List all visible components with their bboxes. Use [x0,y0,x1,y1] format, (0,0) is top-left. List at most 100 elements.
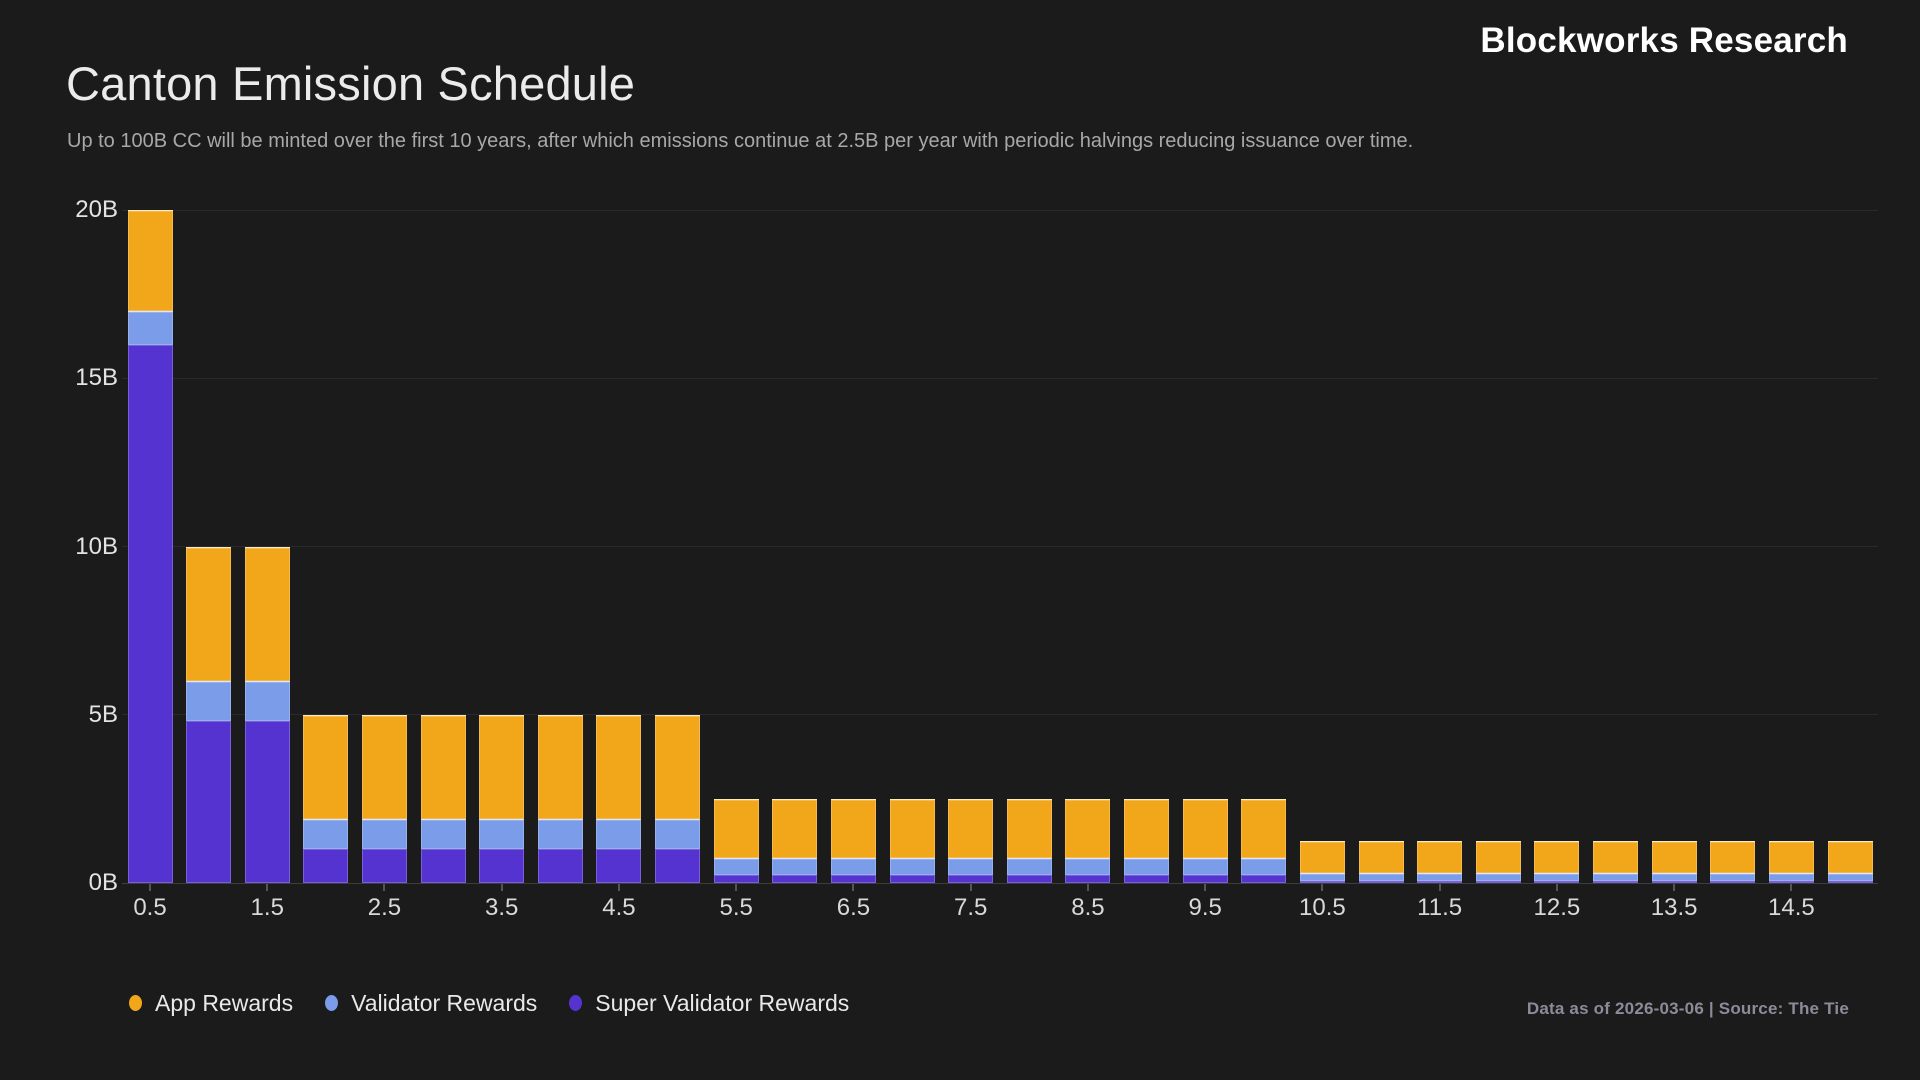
segment-validator-rewards-x14[interactable] [1710,872,1756,881]
legend-item-app-rewards[interactable]: App Rewards [129,990,293,1017]
bar-11.5[interactable] [1417,840,1463,883]
segment-validator-rewards-x13.5[interactable] [1651,872,1697,881]
segment-super-validator-rewards-x15[interactable] [1827,880,1873,883]
segment-super-validator-rewards-x8[interactable] [1006,874,1052,883]
segment-app-rewards-x8[interactable] [1006,798,1052,858]
segment-super-validator-rewards-x1[interactable] [186,721,232,883]
segment-validator-rewards-x5[interactable] [655,819,701,850]
segment-super-validator-rewards-x4.5[interactable] [596,849,642,883]
segment-validator-rewards-x1[interactable] [186,681,232,722]
bar-7.5[interactable] [948,798,994,883]
segment-super-validator-rewards-x0.5[interactable] [127,344,173,883]
segment-validator-rewards-x6[interactable] [772,857,818,875]
segment-super-validator-rewards-x3.5[interactable] [479,849,525,883]
bar-2.5[interactable] [361,714,407,883]
segment-app-rewards-x11[interactable] [1358,840,1404,873]
legend-item-validator-rewards[interactable]: Validator Rewards [325,990,537,1017]
bar-10.5[interactable] [1299,840,1345,883]
segment-super-validator-rewards-x5[interactable] [655,849,701,883]
segment-validator-rewards-x12.5[interactable] [1534,872,1580,881]
segment-app-rewards-x11.5[interactable] [1417,840,1463,873]
bar-15[interactable] [1827,840,1873,883]
segment-validator-rewards-x4[interactable] [537,819,583,850]
segment-validator-rewards-x10[interactable] [1241,857,1287,875]
segment-app-rewards-x7[interactable] [889,798,935,858]
segment-app-rewards-x3[interactable] [420,714,466,820]
segment-super-validator-rewards-x11[interactable] [1358,880,1404,883]
bar-13.5[interactable] [1651,840,1697,883]
segment-super-validator-rewards-x12[interactable] [1475,880,1521,883]
segment-validator-rewards-x3.5[interactable] [479,819,525,850]
segment-app-rewards-x13[interactable] [1593,840,1639,873]
bar-11[interactable] [1358,840,1404,883]
segment-app-rewards-x12[interactable] [1475,840,1521,873]
segment-app-rewards-x3.5[interactable] [479,714,525,820]
segment-validator-rewards-x8[interactable] [1006,857,1052,875]
bar-7[interactable] [889,798,935,883]
segment-app-rewards-x6.5[interactable] [830,798,876,858]
segment-super-validator-rewards-x9.5[interactable] [1182,874,1228,883]
segment-validator-rewards-x1.5[interactable] [244,681,290,722]
segment-validator-rewards-x9.5[interactable] [1182,857,1228,875]
bar-14.5[interactable] [1768,840,1814,883]
segment-app-rewards-x6[interactable] [772,798,818,858]
segment-super-validator-rewards-x14[interactable] [1710,880,1756,883]
segment-app-rewards-x4.5[interactable] [596,714,642,820]
segment-validator-rewards-x13[interactable] [1593,872,1639,881]
segment-validator-rewards-x3[interactable] [420,819,466,850]
segment-super-validator-rewards-x7[interactable] [889,874,935,883]
segment-app-rewards-x12.5[interactable] [1534,840,1580,873]
segment-validator-rewards-x8.5[interactable] [1065,857,1111,875]
bar-6[interactable] [772,798,818,883]
bar-12[interactable] [1475,840,1521,883]
segment-super-validator-rewards-x7.5[interactable] [948,874,994,883]
segment-app-rewards-x7.5[interactable] [948,798,994,858]
bar-8.5[interactable] [1065,798,1111,883]
segment-super-validator-rewards-x8.5[interactable] [1065,874,1111,883]
segment-super-validator-rewards-x2.5[interactable] [361,849,407,883]
bar-5.5[interactable] [713,798,759,883]
segment-super-validator-rewards-x4[interactable] [537,849,583,883]
segment-super-validator-rewards-x9[interactable] [1124,874,1170,883]
segment-super-validator-rewards-x5.5[interactable] [713,874,759,883]
bar-4.5[interactable] [596,714,642,883]
bar-14[interactable] [1710,840,1756,883]
segment-super-validator-rewards-x1.5[interactable] [244,721,290,883]
segment-validator-rewards-x7[interactable] [889,857,935,875]
segment-validator-rewards-x5.5[interactable] [713,857,759,875]
segment-validator-rewards-x15[interactable] [1827,872,1873,881]
segment-app-rewards-x5[interactable] [655,714,701,820]
bar-10[interactable] [1241,798,1287,883]
segment-validator-rewards-x9[interactable] [1124,857,1170,875]
bar-1.5[interactable] [244,546,290,883]
bar-3.5[interactable] [479,714,525,883]
segment-validator-rewards-x12[interactable] [1475,872,1521,881]
segment-super-validator-rewards-x3[interactable] [420,849,466,883]
bar-9.5[interactable] [1182,798,1228,883]
segment-app-rewards-x9.5[interactable] [1182,798,1228,858]
bar-13[interactable] [1593,840,1639,883]
segment-validator-rewards-x14.5[interactable] [1768,872,1814,881]
segment-app-rewards-x1.5[interactable] [244,546,290,682]
segment-app-rewards-x2.5[interactable] [361,714,407,820]
segment-app-rewards-x2[interactable] [303,714,349,820]
bar-12.5[interactable] [1534,840,1580,883]
segment-super-validator-rewards-x6[interactable] [772,874,818,883]
segment-validator-rewards-x0.5[interactable] [127,310,173,345]
segment-validator-rewards-x7.5[interactable] [948,857,994,875]
segment-super-validator-rewards-x11.5[interactable] [1417,880,1463,883]
bar-4[interactable] [537,714,583,883]
segment-super-validator-rewards-x13[interactable] [1593,880,1639,883]
segment-app-rewards-x14[interactable] [1710,840,1756,873]
segment-app-rewards-x4[interactable] [537,714,583,820]
segment-validator-rewards-x2[interactable] [303,819,349,850]
bar-9[interactable] [1124,798,1170,883]
segment-app-rewards-x10.5[interactable] [1299,840,1345,873]
segment-super-validator-rewards-x13.5[interactable] [1651,880,1697,883]
segment-app-rewards-x13.5[interactable] [1651,840,1697,873]
segment-super-validator-rewards-x6.5[interactable] [830,874,876,883]
segment-app-rewards-x1[interactable] [186,546,232,682]
segment-super-validator-rewards-x12.5[interactable] [1534,880,1580,883]
legend-item-super-validator-rewards[interactable]: Super Validator Rewards [569,990,849,1017]
bar-1[interactable] [186,546,232,883]
